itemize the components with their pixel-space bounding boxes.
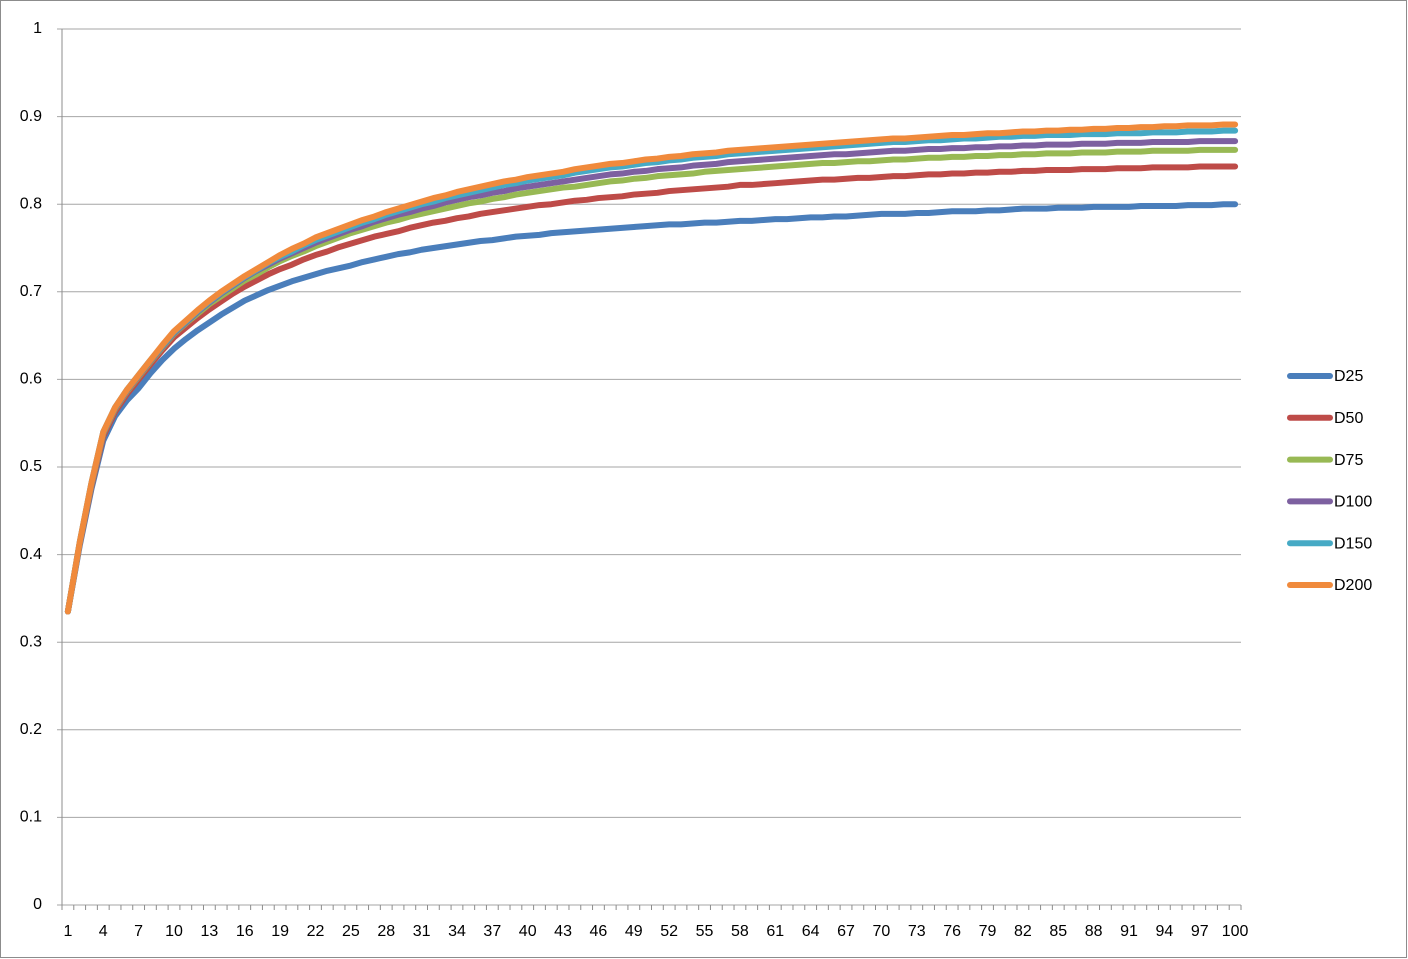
y-tick-label: 1 (33, 20, 42, 37)
y-tick-label: 0.6 (20, 371, 42, 388)
y-tick-label: 0.1 (20, 809, 42, 826)
x-tick-label: 94 (1155, 923, 1173, 940)
x-tick-label: 70 (873, 923, 891, 940)
y-tick-label: 0.4 (20, 546, 42, 563)
x-tick-label: 1 (63, 923, 72, 940)
y-tick-label: 0.5 (20, 458, 42, 475)
x-tick-label: 37 (483, 923, 501, 940)
x-tick-label: 52 (660, 923, 678, 940)
x-tick-label: 49 (625, 923, 643, 940)
x-tick-label: 58 (731, 923, 749, 940)
x-tick-label: 7 (134, 923, 143, 940)
x-tick-label: 4 (99, 923, 108, 940)
x-tick-label: 43 (554, 923, 572, 940)
legend-label: D150 (1334, 535, 1372, 552)
x-tick-label: 40 (519, 923, 537, 940)
y-tick-label: 0.7 (20, 283, 42, 300)
x-tick-label: 10 (165, 923, 183, 940)
x-tick-label: 34 (448, 923, 466, 940)
y-tick-label: 0.9 (20, 108, 42, 125)
x-tick-label: 22 (307, 923, 325, 940)
legend-label: D50 (1334, 410, 1363, 427)
x-tick-label: 25 (342, 923, 360, 940)
x-tick-label: 88 (1085, 923, 1103, 940)
series-line (64, 163, 1239, 615)
x-tick-label: 97 (1191, 923, 1209, 940)
series-line (64, 121, 1239, 615)
series-line (64, 201, 1239, 615)
x-tick-label: 67 (837, 923, 855, 940)
x-tick-label: 55 (696, 923, 714, 940)
y-tick-label: 0.8 (20, 195, 42, 212)
x-tick-label: 16 (236, 923, 254, 940)
legend-label: D75 (1334, 452, 1363, 469)
x-tick-label: 61 (766, 923, 784, 940)
x-tick-label: 28 (377, 923, 395, 940)
x-tick-label: 64 (802, 923, 820, 940)
y-tick-label: 0.3 (20, 633, 42, 650)
x-tick-label: 91 (1120, 923, 1138, 940)
x-tick-label: 82 (1014, 923, 1032, 940)
legend-label: D100 (1334, 494, 1372, 511)
x-tick-label: 19 (271, 923, 289, 940)
y-tick-label: 0 (33, 896, 42, 913)
y-tick-label: 0.2 (20, 721, 42, 738)
x-tick-label: 13 (200, 923, 218, 940)
legend-label: D200 (1334, 577, 1372, 594)
x-tick-label: 46 (590, 923, 608, 940)
x-tick-label: 73 (908, 923, 926, 940)
x-tick-label: 100 (1222, 923, 1249, 940)
x-tick-label: 85 (1049, 923, 1067, 940)
legend-label: D25 (1334, 368, 1363, 385)
x-tick-label: 79 (979, 923, 997, 940)
x-tick-label: 76 (943, 923, 961, 940)
x-tick-label: 31 (413, 923, 431, 940)
